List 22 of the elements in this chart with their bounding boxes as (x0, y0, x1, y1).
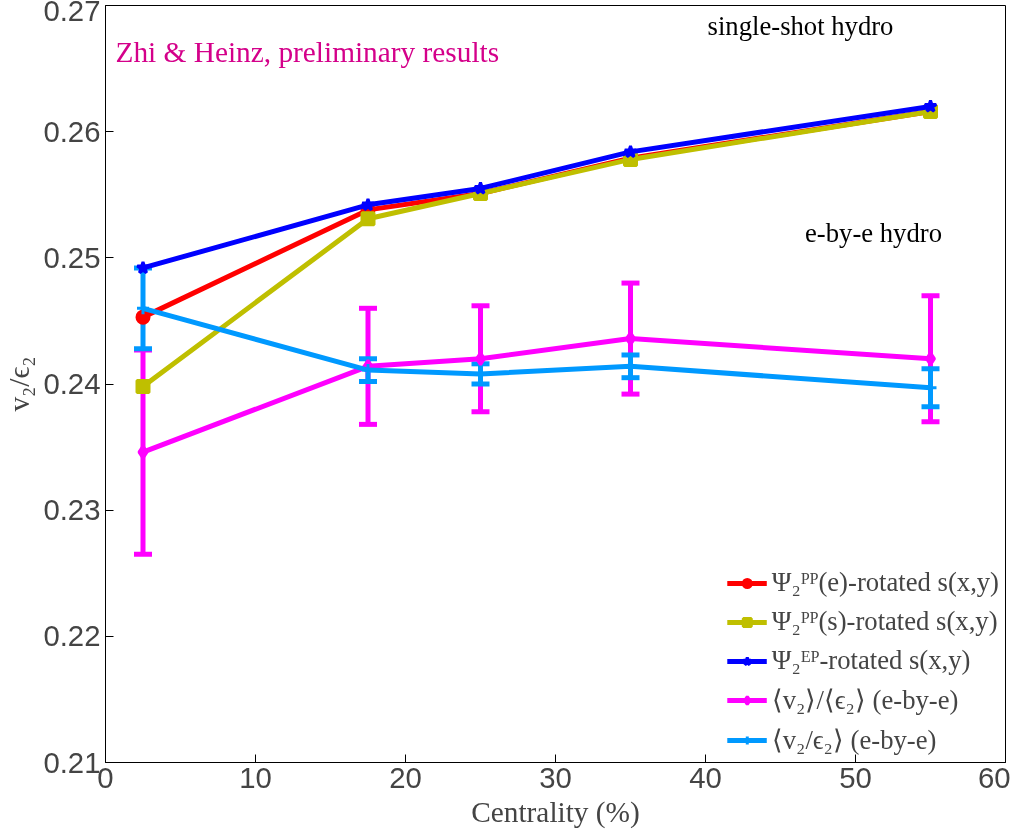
y-axis-title: v₂/ϵ₂ (3, 356, 36, 412)
y-tick-label: 0.24 (43, 367, 101, 400)
annotation: Zhi & Heinz, preliminary results (115, 35, 500, 68)
legend-label: Ψ₂ᴾᴾ(s)-rotated s(x,y) (771, 606, 998, 637)
legend-label: Ψ₂ᴾᴾ(e)-rotated s(x,y) (771, 567, 999, 598)
x-tick-label: 50 (839, 760, 872, 794)
annotation: e-by-e hydro (805, 217, 942, 248)
x-tick-label: 10 (239, 760, 272, 794)
x-tick-label: 60 (977, 760, 1011, 794)
legend-label: ⟨v₂/ϵ₂⟩ (e-by-e) (771, 724, 937, 756)
x-axis-title: Centrality (%) (471, 795, 640, 829)
y-tick-label: 0.26 (43, 114, 101, 148)
legend-label: Ψ₂ᴱᴾ-rotated s(x,y) (771, 645, 971, 676)
y-tick-label: 0.25 (43, 240, 101, 274)
y-tick-label: 0.22 (43, 619, 101, 653)
y-tick-label: 0.23 (43, 493, 101, 527)
x-tick-label: 20 (389, 760, 422, 794)
x-tick-label: 40 (689, 760, 722, 794)
annotation: single-shot hydro (707, 10, 894, 41)
x-tick-label: 30 (539, 760, 572, 794)
legend-label: ⟨v₂⟩/⟨ϵ₂⟩ (e-by-e) (771, 684, 959, 716)
y-tick-label: 0.27 (43, 0, 101, 27)
